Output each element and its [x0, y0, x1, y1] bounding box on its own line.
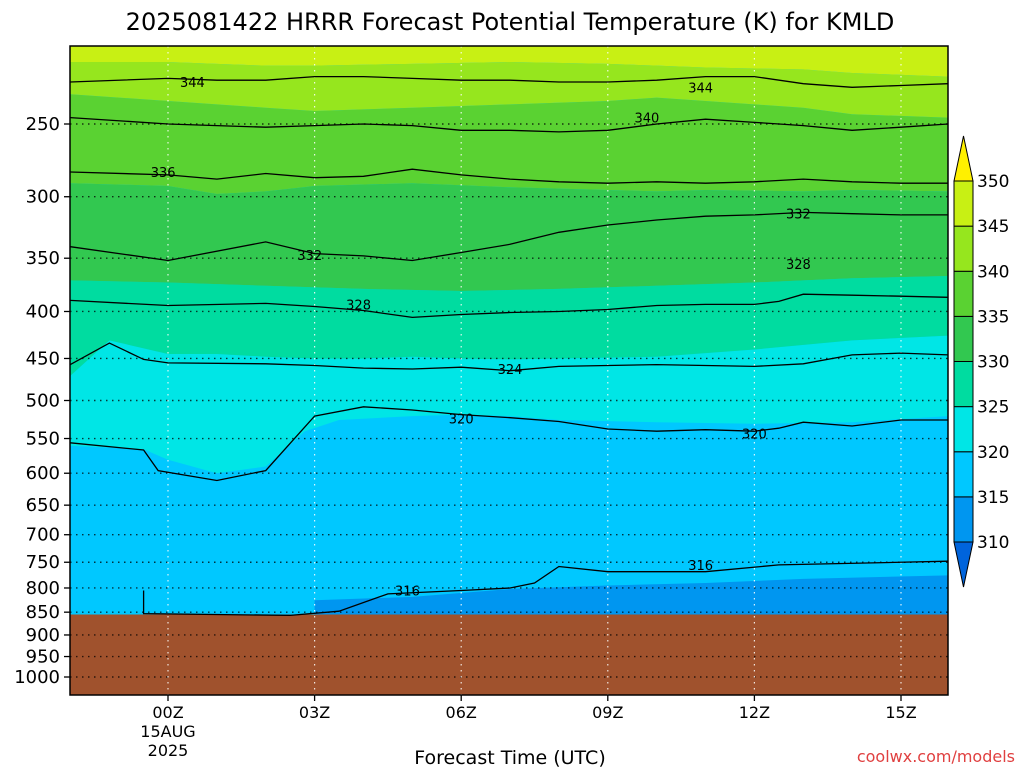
colorbar-label: 315 — [977, 488, 1009, 508]
y-axis: 2503003504004505005506006507007508008509… — [14, 114, 70, 688]
contour-label: 328 — [786, 258, 811, 273]
contour-label: 340 — [634, 112, 659, 127]
x-tick-label: 00Z — [152, 703, 183, 722]
contour-label: 332 — [786, 208, 811, 223]
y-tick-label: 750 — [26, 552, 60, 573]
contour-line-336 — [70, 168, 948, 184]
colorbar-label: 310 — [977, 533, 1009, 553]
contour-label: 320 — [742, 427, 767, 442]
y-tick-label: 450 — [26, 348, 60, 369]
contour-line-328 — [70, 293, 948, 319]
colorbar-label: 340 — [977, 262, 1009, 282]
contour-lines — [70, 75, 948, 617]
x-date-label-1: 15AUG — [140, 722, 195, 741]
x-tick-label: 15Z — [885, 703, 916, 722]
y-tick-label: 1000 — [14, 667, 60, 688]
colorbar-label: 325 — [977, 398, 1009, 418]
x-axis-title: Forecast Time (UTC) — [414, 747, 605, 768]
contour-label: 344 — [180, 76, 205, 91]
ground-mask — [70, 614, 948, 695]
y-tick-label: 400 — [26, 301, 60, 322]
colorbar-label: 335 — [977, 307, 1009, 327]
contour-label: 316 — [688, 559, 713, 574]
fill-band-327 — [70, 276, 948, 376]
colorbar-swatch — [953, 451, 974, 498]
plot-area: 344 344 340 336 332 332 328 328 324 320 320 316 316 — [69, 45, 949, 696]
contour-label: 344 — [688, 81, 713, 96]
y-tick-label: 300 — [26, 187, 60, 208]
contour-label: 316 — [395, 584, 420, 599]
colorbar-swatch — [953, 496, 974, 543]
contour-line-320 — [70, 406, 948, 482]
contour-line-316 — [142, 560, 948, 617]
colorbar-extend-min — [953, 541, 974, 588]
y-tick-label: 500 — [26, 391, 60, 412]
y-tick-label: 350 — [26, 248, 60, 269]
fill-band-332 — [70, 183, 948, 292]
contour-label: 336 — [151, 166, 176, 181]
contour-label: 320 — [449, 412, 474, 427]
colorbar-label: 320 — [977, 443, 1009, 463]
x-tick-label: 12Z — [739, 703, 770, 722]
y-tick-label: 250 — [26, 114, 60, 135]
fill-band-337 — [70, 94, 948, 195]
contour-label: 324 — [498, 363, 523, 378]
x-axis: 00Z 03Z 06Z 09Z 12Z 15Z — [152, 695, 917, 722]
contour-label: 328 — [346, 298, 371, 313]
contour-line-332 — [70, 211, 948, 262]
colorbar-swatch — [953, 361, 974, 408]
colorbar-extend-max — [953, 135, 974, 182]
y-tick-label: 850 — [26, 602, 60, 623]
x-date-label-2: 2025 — [148, 741, 189, 760]
contour-line-344 — [70, 75, 948, 88]
credit-text: coolwx.com/models — [857, 747, 1015, 766]
fill-band-322 — [70, 335, 948, 474]
x-tick-label: 06Z — [446, 703, 477, 722]
y-tick-label: 900 — [26, 625, 60, 646]
filled-contours — [70, 46, 948, 695]
colorbar-swatch — [953, 180, 974, 227]
colorbar-label: 330 — [977, 353, 1009, 373]
contour-labels: 344 344 340 336 332 332 328 328 324 320 320 316 316 — [151, 76, 811, 600]
colorbar-label: 350 — [977, 172, 1009, 192]
y-tick-label: 650 — [26, 495, 60, 516]
y-tick-label: 550 — [26, 429, 60, 450]
colorbar-label: 345 — [977, 217, 1009, 237]
chart-title: 2025081422 HRRR Forecast Potential Tempe… — [126, 8, 895, 36]
fill-band-312 — [314, 575, 948, 615]
fill-band-342 — [70, 61, 948, 118]
colorbar-swatch — [953, 225, 974, 272]
colorbar-swatch — [953, 406, 974, 453]
x-tick-label: 03Z — [299, 703, 330, 722]
grid — [70, 46, 948, 695]
contour-line-340 — [70, 116, 948, 133]
y-tick-label: 700 — [26, 525, 60, 546]
y-tick-label: 950 — [26, 647, 60, 668]
x-tick-label: 09Z — [592, 703, 623, 722]
contour-line-324 — [70, 342, 948, 372]
plot-frame — [69, 45, 949, 696]
colorbar-swatch — [953, 270, 974, 317]
y-tick-label: 800 — [26, 578, 60, 599]
colorbar-swatch — [953, 315, 974, 362]
contour-label: 332 — [297, 249, 322, 264]
y-tick-label: 600 — [26, 463, 60, 484]
colorbar: 310 315 320 325 330 335 340 345 350 — [953, 135, 1009, 588]
fill-band-347 — [70, 46, 948, 77]
